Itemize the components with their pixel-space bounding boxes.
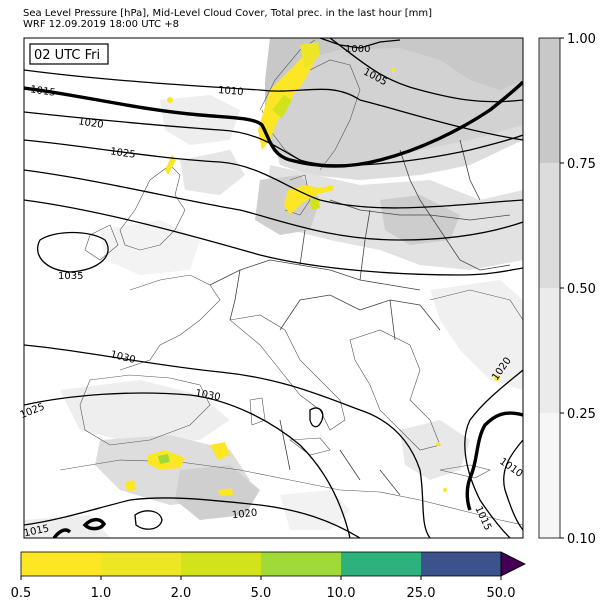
cloud-colorbar-segment bbox=[539, 288, 560, 413]
precip-colorbar-segment bbox=[101, 552, 181, 576]
cloud-cover-colorbar: 1.00 0.75 0.50 0.25 0.10 bbox=[538, 32, 596, 547]
cloud-colorbar-tick: 0.75 bbox=[567, 157, 596, 172]
precip-colorbar-segment bbox=[21, 552, 101, 576]
precip-colorbar-segment bbox=[181, 552, 261, 576]
cloud-colorbar-segment bbox=[539, 163, 560, 288]
precip-colorbar-tick: 50.0 bbox=[487, 586, 516, 601]
precip-colorbar-segment bbox=[421, 552, 501, 576]
precipitation-colorbar: 0.5 1.0 2.0 5.0 10.0 25.0 50.0 bbox=[11, 551, 526, 601]
isobar-label: 1030 bbox=[194, 388, 221, 403]
cloud-colorbar-tick: 0.10 bbox=[567, 532, 596, 547]
precip-colorbar-segment bbox=[341, 552, 421, 576]
isobar-label: 1015 bbox=[29, 84, 56, 98]
isobar-label: 1010 bbox=[218, 85, 244, 98]
cloud-colorbar-segment bbox=[539, 413, 560, 538]
isobar-1015-bold bbox=[24, 80, 523, 538]
cloud-colorbar-tick: 1.00 bbox=[567, 32, 596, 47]
isobar-label: 1015 bbox=[23, 523, 50, 539]
precip-colorbar-extend-arrow bbox=[500, 551, 526, 577]
cloud-colorbar-tick: 0.50 bbox=[567, 282, 596, 297]
time-label: 02 UTC Fri bbox=[34, 48, 100, 63]
precip-colorbar-segment bbox=[261, 552, 341, 576]
precip-colorbar-tick: 1.0 bbox=[91, 586, 112, 601]
country-borders bbox=[209, 139, 511, 496]
map-title: Sea Level Pressure [hPa], Mid-Level Clou… bbox=[23, 8, 433, 19]
cloud-colorbar-tick: 0.25 bbox=[567, 407, 596, 422]
precip-colorbar-tick: 10.0 bbox=[327, 586, 356, 601]
isobar-label: 1020 bbox=[231, 508, 257, 522]
isobars bbox=[24, 38, 523, 538]
cloud-colorbar-segment bbox=[539, 38, 560, 163]
precipitation-layer bbox=[125, 42, 500, 496]
isobar-label: 1020 bbox=[77, 116, 104, 130]
cloud-cover-layer bbox=[24, 38, 523, 538]
time-label-box bbox=[29, 43, 109, 65]
precip-colorbar-tick: 0.5 bbox=[11, 586, 32, 601]
precip-colorbar-tick: 5.0 bbox=[251, 586, 272, 601]
precip-colorbar-tick: 25.0 bbox=[407, 586, 436, 601]
precip-colorbar-tick: 2.0 bbox=[171, 586, 192, 601]
isobar-label: 1025 bbox=[109, 146, 136, 160]
map-subtitle: WRF 12.09.2019 18:00 UTC +8 bbox=[23, 19, 179, 30]
isobar-label: 1000 bbox=[345, 44, 370, 55]
isobar-label: 1035 bbox=[58, 271, 83, 282]
map-frame bbox=[23, 37, 524, 539]
